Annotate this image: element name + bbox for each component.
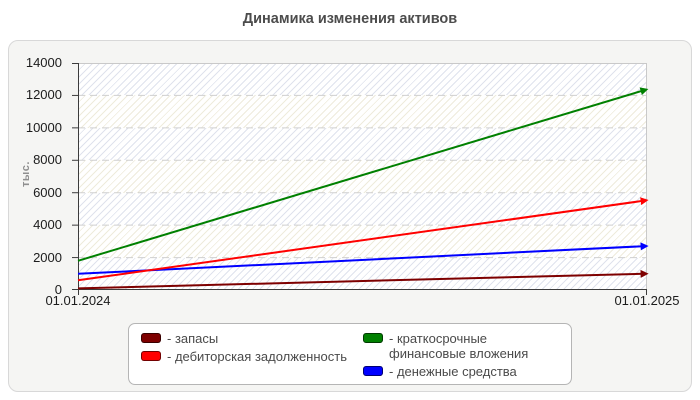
- legend-swatch-icon: [363, 366, 383, 376]
- legend-label: - денежные средства: [389, 364, 517, 379]
- series-line-1: [77, 197, 649, 282]
- y-tick-label: 4000: [33, 217, 62, 233]
- legend-item: - запасы: [141, 331, 363, 346]
- plot-hatch-band: [78, 257, 647, 290]
- plot-hatch-band: [78, 192, 647, 226]
- y-axis-tick-labels: 0 2000 4000 6000 8000 10000 12000 14000: [0, 55, 70, 297]
- legend-swatch-icon: [141, 351, 161, 361]
- y-tick-label: 8000: [33, 152, 62, 168]
- plot-hatch-band: [78, 95, 647, 128]
- legend-column-right: - краткосрочные финансовые вложения - ден…: [363, 331, 559, 380]
- legend-item: - краткосрочные финансовые вложения: [363, 331, 559, 361]
- x-tick-label-start: 01.01.2024: [45, 293, 111, 308]
- plot-hatch-band: [78, 160, 647, 193]
- y-tick-label: 12000: [25, 87, 62, 103]
- x-tick-label-end: 01.01.2025: [614, 293, 680, 308]
- y-tick-label: 6000: [33, 184, 62, 200]
- series-line-2: [77, 87, 649, 262]
- legend-item: - денежные средства: [363, 364, 559, 379]
- plot-area: [72, 63, 649, 295]
- plot-svg: [72, 63, 649, 295]
- series-line-0: [77, 269, 649, 290]
- legend-swatch-icon: [363, 333, 383, 343]
- plot-hatch-band: [78, 127, 647, 161]
- y-tick-label: 10000: [25, 119, 62, 135]
- legend-item: - дебиторская задолженность: [141, 349, 363, 364]
- chart-title: Динамика изменения активов: [242, 11, 458, 27]
- legend-swatch-icon: [141, 333, 161, 343]
- plot-hatch-band: [78, 225, 647, 258]
- legend-label: - запасы: [167, 331, 219, 346]
- series-line-3: [77, 242, 649, 275]
- legend-label: - дебиторская задолженность: [167, 349, 347, 364]
- legend-label: - краткосрочные финансовые вложения: [389, 331, 529, 361]
- y-tick-label: 2000: [33, 249, 62, 265]
- y-tick-label: 0: [54, 282, 62, 297]
- legend: - запасы - дебиторская задолженность - кр…: [128, 323, 572, 385]
- legend-column-left: - запасы - дебиторская задолженность: [141, 331, 363, 380]
- y-tick-label: 14000: [25, 55, 62, 70]
- plot-hatch-band: [78, 63, 647, 96]
